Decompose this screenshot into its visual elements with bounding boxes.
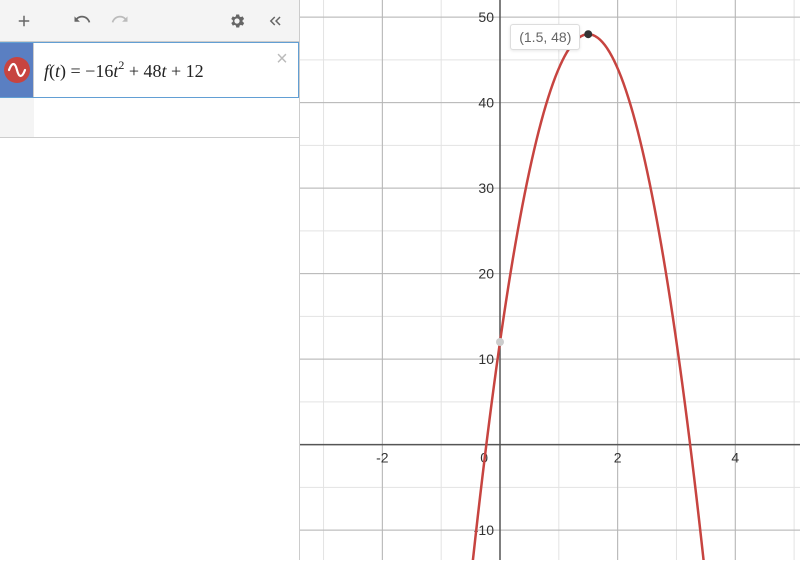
- point-tooltip: (1.5, 48): [510, 24, 580, 50]
- svg-text:10: 10: [478, 351, 494, 367]
- expression-formula: f(t) = −16t2 + 48t + 12: [44, 59, 204, 82]
- svg-text:50: 50: [478, 9, 494, 25]
- settings-button[interactable]: [221, 5, 253, 37]
- svg-text:4: 4: [731, 450, 739, 466]
- svg-text:-2: -2: [376, 450, 389, 466]
- undo-button[interactable]: [66, 5, 98, 37]
- delete-expression-button[interactable]: ×: [272, 49, 292, 69]
- svg-text:30: 30: [478, 180, 494, 196]
- add-button[interactable]: [8, 5, 40, 37]
- graph-canvas[interactable]: -2024-101020304050: [300, 0, 800, 560]
- expression-content[interactable]: [34, 98, 299, 137]
- redo-button[interactable]: [104, 5, 136, 37]
- expression-list: 1 f(t) = −16t2 + 48t + 12 × 2: [0, 42, 299, 560]
- expression-sidebar: 1 f(t) = −16t2 + 48t + 12 × 2: [0, 0, 300, 560]
- svg-text:20: 20: [478, 266, 494, 282]
- svg-text:40: 40: [478, 95, 494, 111]
- wave-icon: [4, 57, 30, 83]
- graph-area[interactable]: -2024-101020304050 (1.5, 48): [300, 0, 800, 560]
- expression-row[interactable]: 1 f(t) = −16t2 + 48t + 12 ×: [0, 42, 299, 98]
- expression-content[interactable]: f(t) = −16t2 + 48t + 12: [34, 43, 298, 97]
- expression-row[interactable]: 2: [0, 98, 299, 138]
- toolbar: [0, 0, 299, 42]
- collapse-button[interactable]: [259, 5, 291, 37]
- svg-text:2: 2: [614, 450, 622, 466]
- expression-color-tab[interactable]: [0, 43, 34, 97]
- expression-color-tab[interactable]: [0, 98, 34, 137]
